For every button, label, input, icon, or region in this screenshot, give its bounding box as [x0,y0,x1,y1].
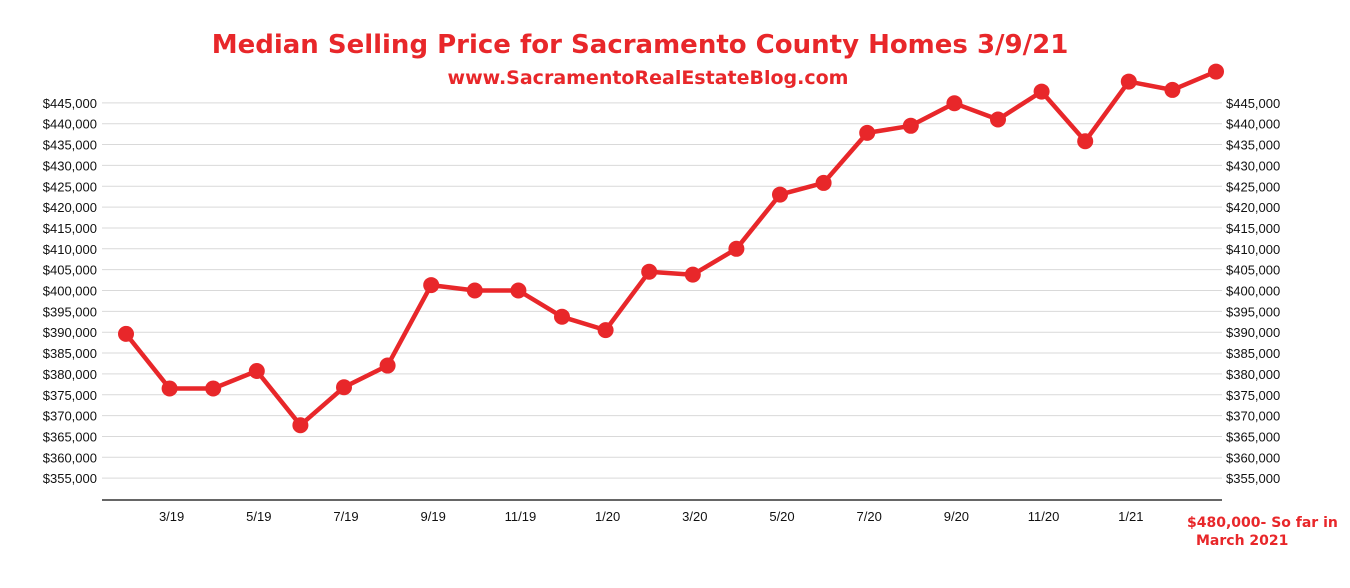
y-tick-label-left: $415,000 [43,221,97,236]
y-tick-label-right: $435,000 [1226,138,1280,153]
y-tick-label-left: $395,000 [43,304,97,319]
y-tick-label-right: $380,000 [1226,367,1280,382]
data-point [292,417,309,434]
data-point [859,124,876,141]
data-point [684,266,701,283]
annotation-line-1: $480,000- So far in [1187,515,1338,531]
y-tick-label-right: $360,000 [1226,450,1280,465]
data-point [248,362,265,379]
y-tick-label-left: $430,000 [43,158,97,173]
y-tick-label-right: $430,000 [1226,158,1280,173]
y-tick-label-left: $385,000 [43,346,97,361]
x-tick-label: 1/20 [595,509,620,524]
y-tick-label-right: $405,000 [1226,263,1280,278]
y-tick-label-left: $380,000 [43,367,97,382]
grid-lines [102,102,1222,479]
series-median-price [118,63,1224,434]
data-point [772,186,788,203]
data-point [641,263,658,280]
y-tick-label-left: $410,000 [43,242,97,257]
data-point [205,380,222,397]
x-tick-label: 7/20 [857,509,882,524]
y-tick-label-left: $445,000 [43,96,97,111]
data-point [336,379,352,396]
data-point [423,277,440,294]
y-tick-label-right: $370,000 [1226,409,1280,424]
data-point [1164,81,1181,98]
y-tick-label-left: $360,000 [43,450,97,465]
series-line [123,69,1219,428]
data-point [597,322,614,339]
data-point [554,308,570,325]
data-point [118,325,134,342]
y-tick-label-right: $410,000 [1226,242,1280,257]
y-tick-label-right: $400,000 [1226,284,1280,299]
data-point [946,95,963,112]
x-tick-label: 3/20 [682,509,707,524]
y-tick-label-right: $445,000 [1226,96,1280,111]
y-tick-label-right: $375,000 [1226,388,1280,403]
y-tick-label-right: $395,000 [1226,304,1280,319]
data-point [1120,73,1137,90]
data-point [815,174,832,191]
y-tick-label-right: $420,000 [1226,200,1280,215]
data-point [728,240,745,257]
y-tick-label-left: $425,000 [43,179,97,194]
data-point [990,111,1006,128]
x-axis: 3/19 5/19 7/19 9/19 11/19 1/20 3/20 5/20 7/20 9/2… [159,509,1144,524]
y-tick-label-left: $370,000 [43,409,97,424]
y-tick-label-left: $405,000 [43,263,97,278]
data-point [1033,83,1050,100]
data-point [466,282,483,299]
data-point [902,117,919,134]
y-tick-label-left: $375,000 [43,388,97,403]
data-point [379,357,396,374]
y-tick-label-left: $420,000 [43,200,97,215]
y-tick-label-right: $365,000 [1226,429,1280,444]
x-tick-label: 7/19 [333,509,358,524]
chart-subtitle: www.SacramentoRealEstateBlog.com [448,67,849,89]
data-point [510,282,527,299]
y-tick-label-right: $425,000 [1226,179,1280,194]
annotation-line-2: March 2021 [1196,533,1288,549]
x-tick-label: 9/20 [944,509,969,524]
x-tick-label: 11/20 [1028,509,1060,524]
data-point [1208,63,1224,80]
x-tick-label: 9/19 [421,509,446,524]
x-tick-label: 5/20 [769,509,794,524]
y-tick-label-right: $355,000 [1226,471,1280,486]
y-tick-label-left: $440,000 [43,117,97,132]
x-tick-label: 11/19 [505,509,537,524]
data-point [1077,133,1094,150]
data-point [161,380,178,397]
chart-title: Median Selling Price for Sacramento Coun… [212,30,1069,60]
y-tick-label-left: $355,000 [43,471,97,486]
y-tick-label-right: $415,000 [1226,221,1280,236]
y-tick-label-right: $390,000 [1226,325,1280,340]
y-tick-label-left: $400,000 [43,284,97,299]
y-tick-label-left: $365,000 [43,429,97,444]
y-tick-label-left: $390,000 [43,325,97,340]
y-tick-label-right: $385,000 [1226,346,1280,361]
x-tick-label: 5/19 [246,509,271,524]
x-tick-label: 3/19 [159,509,184,524]
y-tick-label-right: $440,000 [1226,117,1280,132]
x-tick-label: 1/21 [1118,509,1143,524]
y-axis-right: $355,000 $360,000 $365,000 $370,000 $375,000… [1226,96,1280,486]
y-tick-label-left: $435,000 [43,138,97,153]
y-axis-left: $355,000 $360,000 $365,000 $370,000 $375,000… [43,96,97,486]
